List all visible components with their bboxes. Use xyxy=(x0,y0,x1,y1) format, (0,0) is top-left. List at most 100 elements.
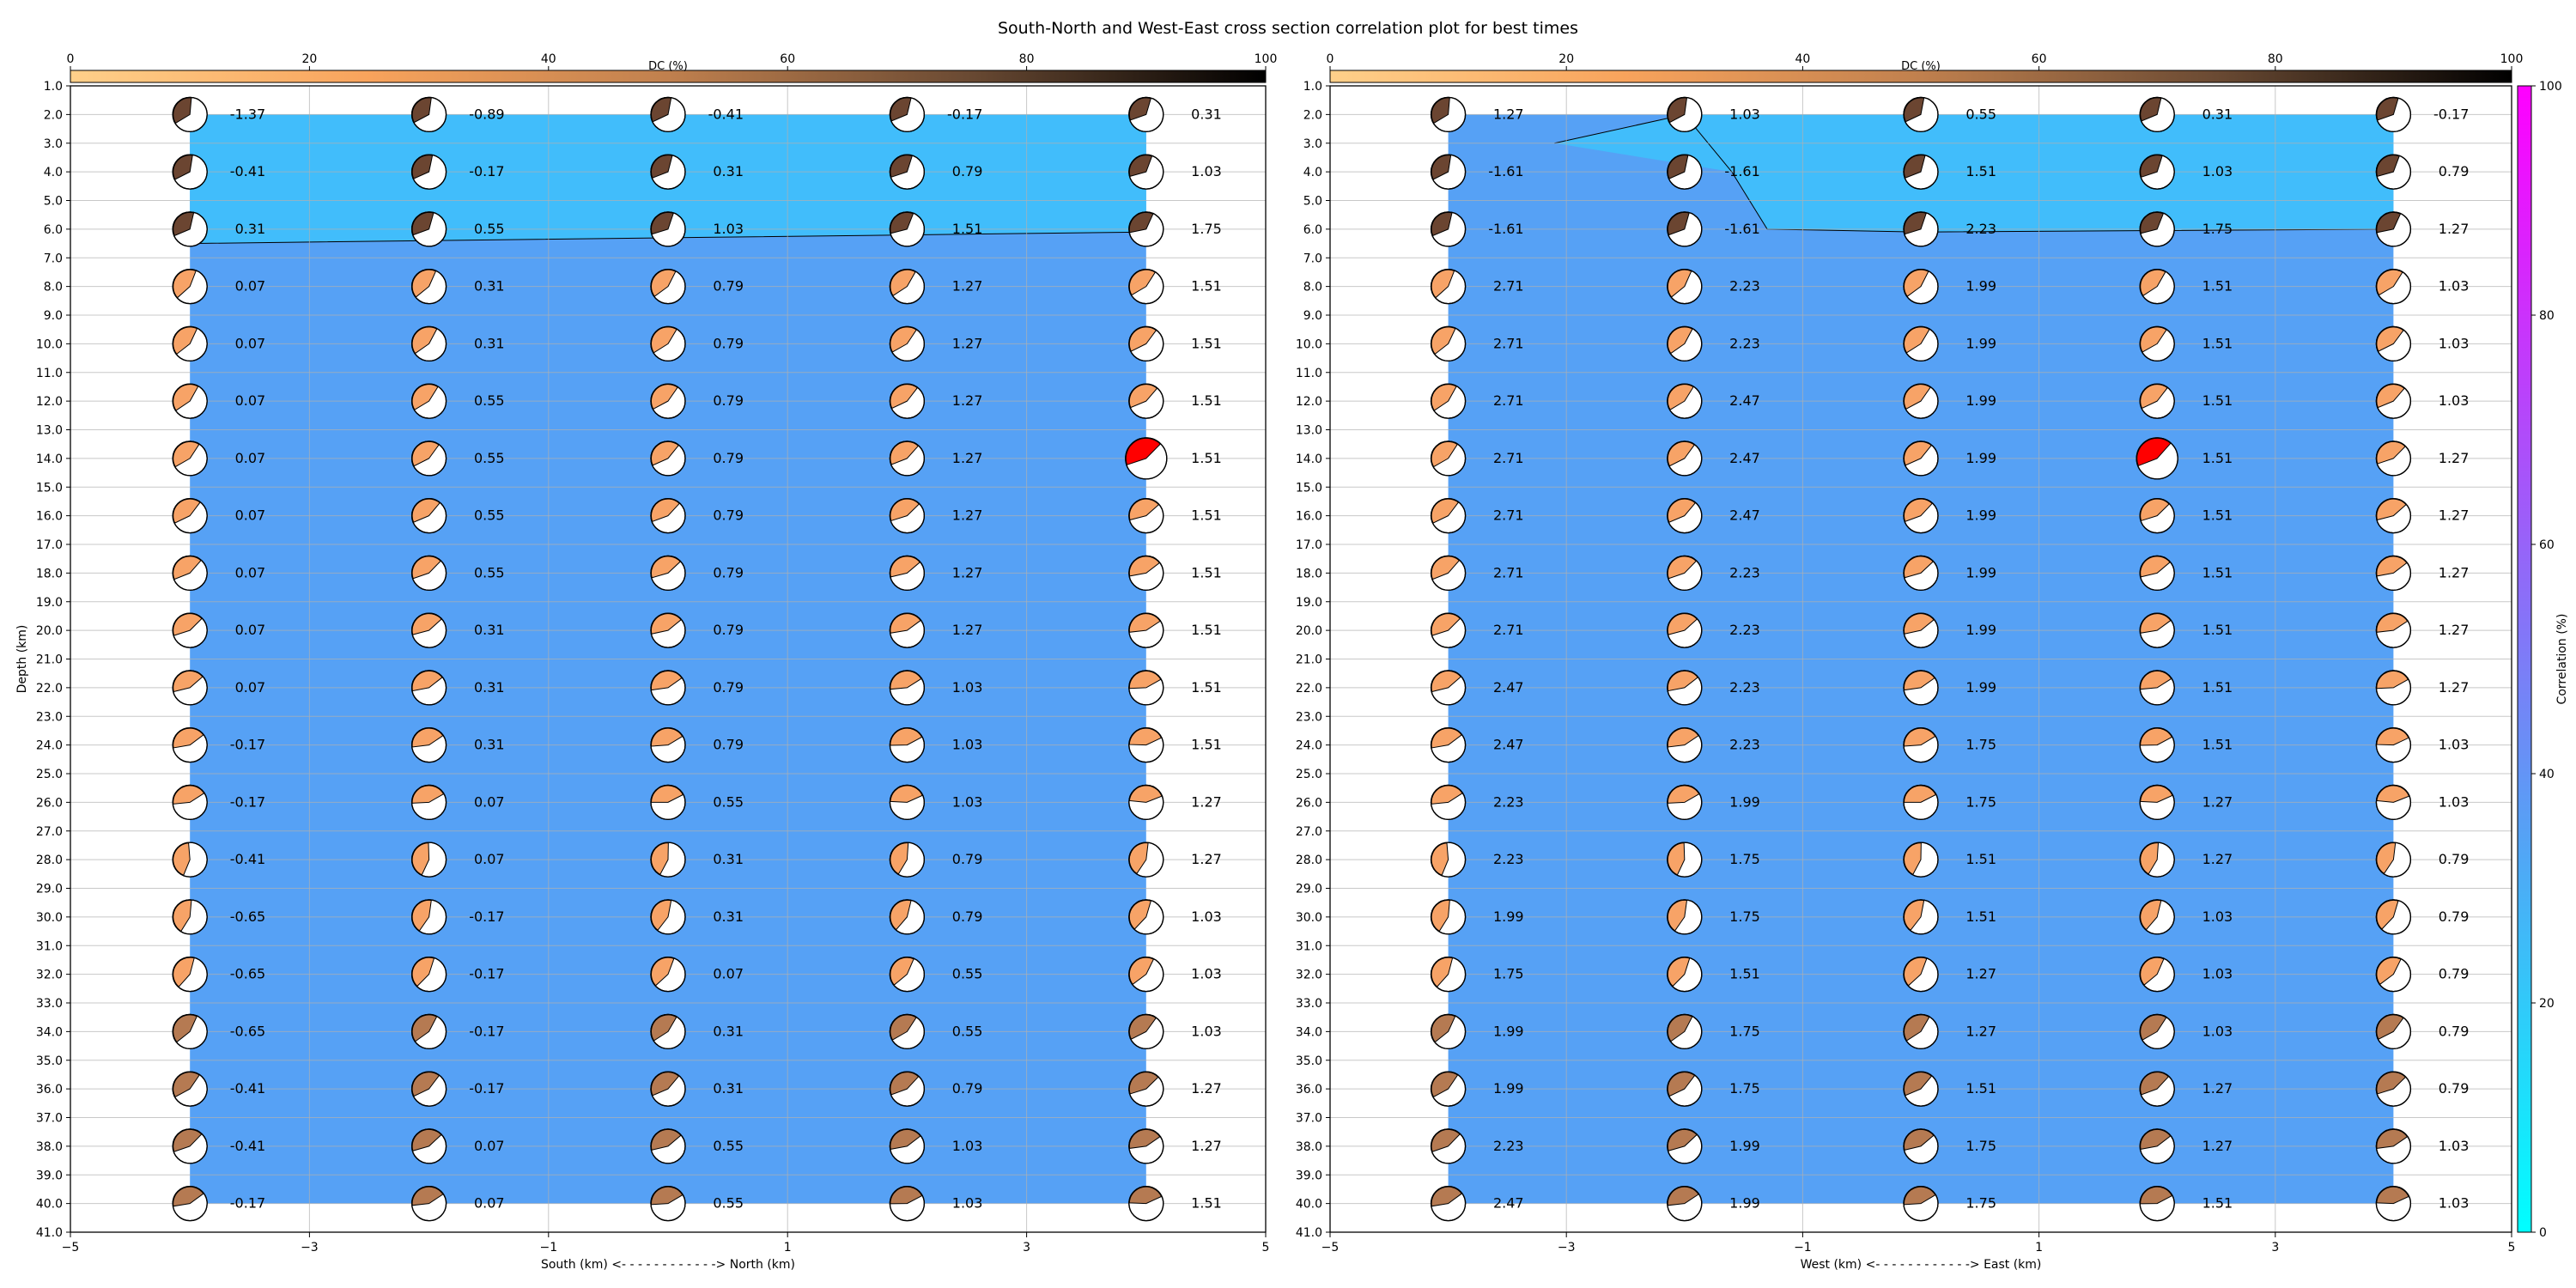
value-label: 1.27 xyxy=(1493,106,1524,122)
beachball xyxy=(650,497,686,534)
y-tick-label: 23.0 xyxy=(36,710,63,724)
y-tick-label: 6.0 xyxy=(1303,223,1322,237)
beachball xyxy=(1903,383,1939,419)
beachball xyxy=(2139,726,2175,763)
value-label: 1.27 xyxy=(2202,1080,2233,1097)
beachball-rim xyxy=(1667,726,1703,763)
beachball xyxy=(2375,497,2412,534)
value-label: 1.99 xyxy=(1493,1023,1524,1039)
beachball xyxy=(889,497,926,534)
beachball-rim xyxy=(172,784,208,821)
value-label: -1.61 xyxy=(1724,221,1759,237)
beachball-rim xyxy=(172,383,208,419)
x-tick-label: −1 xyxy=(1794,1241,1812,1255)
beachball xyxy=(172,1128,208,1164)
beachball-rim xyxy=(1430,1071,1467,1107)
value-label: 0.79 xyxy=(713,564,744,580)
value-label: -0.65 xyxy=(230,1023,265,1039)
beachball-rim xyxy=(1430,1128,1467,1164)
beachball xyxy=(2375,670,2412,706)
value-label: 0.07 xyxy=(235,622,266,638)
value-label: 1.27 xyxy=(2439,221,2470,237)
beachball xyxy=(1903,1128,1939,1164)
beachball xyxy=(889,1071,926,1107)
beachball-rim xyxy=(172,1071,208,1107)
corr-tick-label: 40 xyxy=(2539,768,2555,781)
value-label: 0.79 xyxy=(713,278,744,295)
beachball-rim xyxy=(172,440,208,477)
value-label: 2.47 xyxy=(1493,679,1524,696)
beachball-rim xyxy=(1430,899,1467,935)
corr-tick-label: 80 xyxy=(2539,309,2555,323)
beachball xyxy=(410,268,447,305)
beachball xyxy=(1667,1071,1703,1107)
value-label: 0.55 xyxy=(952,1023,983,1039)
beachball xyxy=(2136,437,2178,480)
value-label: 1.27 xyxy=(952,450,983,466)
beachball xyxy=(889,211,926,247)
value-label: 1.75 xyxy=(1965,1138,1996,1154)
y-tick-label: 6.0 xyxy=(44,223,63,237)
dc-tick-label: 40 xyxy=(1795,52,1810,66)
value-label: 1.51 xyxy=(2202,737,2233,753)
beachball-rim xyxy=(410,96,447,133)
beachball xyxy=(1128,96,1164,133)
beachball xyxy=(2375,1185,2412,1222)
beachball-rim xyxy=(1128,1185,1164,1222)
beachball-rim xyxy=(2375,96,2412,133)
beachball xyxy=(1128,670,1164,706)
y-tick-label: 3.0 xyxy=(1303,137,1322,151)
value-label: -1.61 xyxy=(1724,163,1759,179)
value-label: 0.31 xyxy=(713,163,744,179)
beachball xyxy=(889,612,926,648)
dc-colorbar xyxy=(1329,70,2512,83)
value-label: 0.79 xyxy=(713,450,744,466)
beachball-rim xyxy=(410,841,447,878)
beachball-rim xyxy=(1430,1013,1467,1050)
x-axis-label: West (km) <- - - - - - - - - - - -> East… xyxy=(1801,1258,2042,1272)
beachball-rim xyxy=(2375,726,2412,763)
y-tick-label: 1.0 xyxy=(44,80,63,94)
value-label: 1.51 xyxy=(1191,335,1222,351)
value-label: 1.03 xyxy=(952,1195,983,1212)
beachball-rim xyxy=(889,440,926,477)
beachball-rim xyxy=(1667,899,1703,935)
beachball-rim xyxy=(889,784,926,821)
beachball xyxy=(1667,612,1703,648)
beachball xyxy=(1903,96,1939,133)
y-tick-label: 15.0 xyxy=(1296,481,1322,495)
beachball xyxy=(172,1071,208,1107)
beachball xyxy=(1430,1128,1467,1164)
beachball-rim xyxy=(172,497,208,534)
x-tick-label: −5 xyxy=(62,1241,80,1255)
beachball-rim xyxy=(2375,1128,2412,1164)
y-tick-label: 28.0 xyxy=(1296,854,1322,867)
value-label: 1.27 xyxy=(2439,622,2470,638)
beachball xyxy=(650,1185,686,1222)
beachball xyxy=(1903,841,1939,878)
beachball xyxy=(1430,956,1467,993)
beachball-rim xyxy=(2375,670,2412,706)
y-tick-label: 18.0 xyxy=(36,567,63,580)
y-tick-label: 35.0 xyxy=(1296,1054,1322,1068)
value-label: 1.75 xyxy=(1493,966,1524,982)
y-tick-label: 21.0 xyxy=(36,653,63,667)
value-label: 1.99 xyxy=(1965,622,1996,638)
y-tick-label: 3.0 xyxy=(44,137,63,151)
value-label: 0.79 xyxy=(952,1080,983,1097)
beachball xyxy=(172,956,208,993)
beachball-rim xyxy=(1667,1128,1703,1164)
value-label: 1.27 xyxy=(952,335,983,351)
beachball xyxy=(2375,440,2412,477)
value-label: 1.27 xyxy=(2439,507,2470,524)
y-tick-label: 36.0 xyxy=(1296,1083,1322,1097)
beachball-rim xyxy=(172,1128,208,1164)
dc-tick-label: 20 xyxy=(1558,52,1574,66)
beachball xyxy=(410,440,447,477)
beachball xyxy=(1903,440,1939,477)
beachball-rim xyxy=(650,784,686,821)
value-label: 0.07 xyxy=(235,507,266,524)
beachball xyxy=(1128,497,1164,534)
beachball xyxy=(650,726,686,763)
beachball-rim xyxy=(1430,956,1467,993)
